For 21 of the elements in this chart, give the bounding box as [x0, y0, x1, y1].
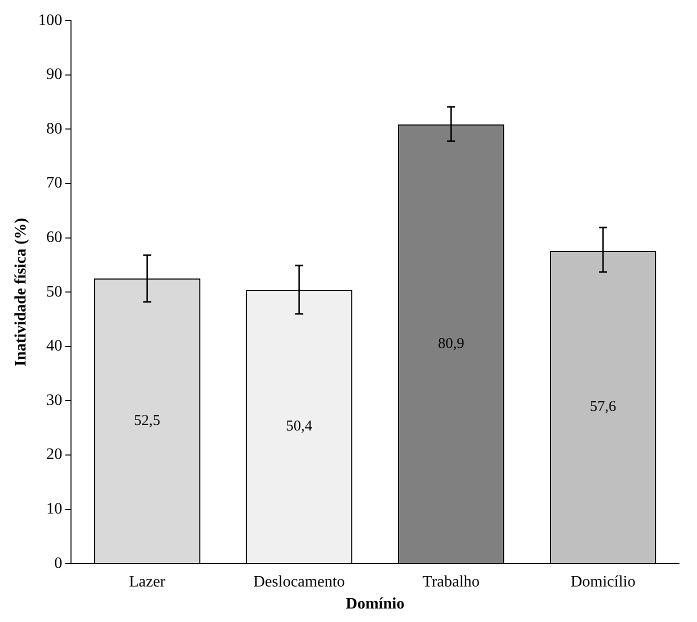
- x-tick-label: Lazer: [128, 573, 166, 590]
- data-label: 57,6: [590, 399, 617, 416]
- y-tick-label: 20: [46, 446, 62, 464]
- data-label: 50,4: [286, 418, 313, 435]
- x-axis-title: Domínio: [346, 596, 404, 613]
- y-tick-label: 80: [46, 120, 62, 138]
- x-tick-label: Trabalho: [422, 573, 480, 590]
- y-axis-title: Inatividade física (%): [12, 218, 30, 366]
- y-tick-label: 100: [38, 12, 62, 29]
- y-tick-label: 0: [54, 554, 62, 572]
- y-tick-label: 10: [46, 500, 62, 518]
- data-label: 52,5: [134, 413, 160, 429]
- y-tick-label: 70: [46, 174, 62, 192]
- x-tick-label: Domicílio: [570, 573, 636, 590]
- data-label: 80,9: [438, 336, 464, 352]
- y-tick-label: 30: [46, 392, 62, 409]
- y-tick-label: 50: [46, 283, 62, 300]
- x-tick-label: Deslocamento: [253, 573, 345, 590]
- y-tick-label: 60: [46, 229, 62, 246]
- y-tick-label: 90: [46, 66, 62, 84]
- y-tick-label: 40: [46, 338, 62, 355]
